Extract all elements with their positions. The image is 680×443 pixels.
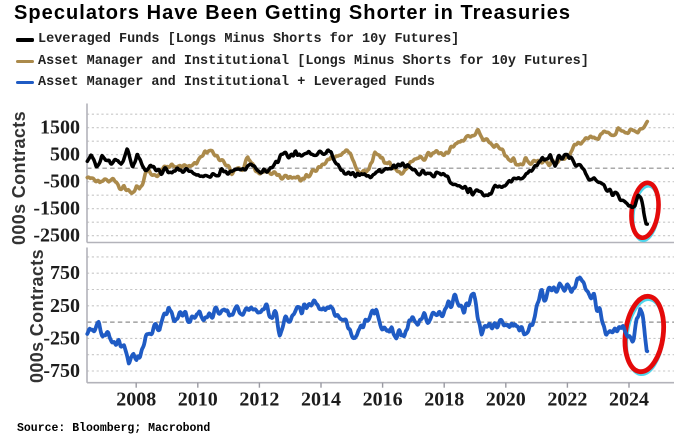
svg-text:500: 500 [50,144,80,166]
svg-text:-2500: -2500 [33,225,80,247]
svg-text:2016: 2016 [363,389,403,411]
svg-text:000s Contracts: 000s Contracts [9,111,29,245]
svg-text:2020: 2020 [486,389,526,411]
svg-text:-1500: -1500 [33,198,80,220]
svg-text:2008: 2008 [116,389,156,411]
svg-text:2010: 2010 [178,389,218,411]
svg-text:250: 250 [50,295,80,317]
svg-text:1500: 1500 [40,117,80,139]
svg-text:-500: -500 [43,171,80,193]
svg-text:000s Contracts: 000s Contracts [27,249,47,383]
svg-text:-250: -250 [43,327,80,349]
svg-text:750: 750 [50,262,80,284]
svg-text:2024: 2024 [609,389,649,411]
svg-text:-750: -750 [43,360,80,382]
svg-text:2022: 2022 [547,389,587,411]
svg-text:2018: 2018 [424,389,464,411]
svg-text:2012: 2012 [239,389,279,411]
svg-text:2014: 2014 [301,389,341,411]
